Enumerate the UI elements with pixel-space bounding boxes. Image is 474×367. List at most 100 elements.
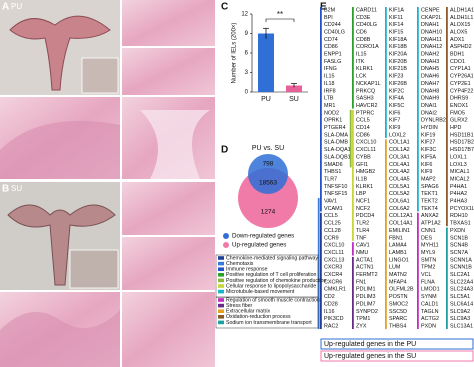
gene-name: KIF6 (421, 162, 432, 168)
gene-name: CD244 (324, 22, 341, 28)
gene-name: AOX1 (450, 37, 464, 43)
gene-name: LTB (324, 96, 334, 102)
gene-name: PRKCQ (356, 88, 375, 94)
gene-name: KIF4A (389, 96, 404, 102)
panel-b-images (0, 182, 215, 367)
inset (81, 57, 119, 94)
gene-name: CAV1 (356, 243, 370, 249)
gene-name: NCF1 (356, 199, 370, 205)
gene-name: RDH10 (450, 213, 468, 219)
gene-name: IFNG (324, 66, 337, 72)
gene-name: PDLIM1 (356, 287, 375, 293)
venn-count: 798 (263, 161, 274, 168)
legend-label: Positive regulation of T cell proliferat… (226, 272, 316, 278)
specimen (9, 15, 111, 91)
gene-name: DNAH7 (421, 81, 439, 87)
venn-title: PU vs. SU (252, 145, 284, 152)
gene-name: SLC13A1 (450, 323, 473, 329)
gene-name: CYP1A1 (450, 66, 471, 72)
gene-name: SYNM (421, 294, 437, 300)
gene-name: COL1A2 (389, 147, 410, 153)
gene-name: KIF6 (389, 110, 400, 116)
legend-swatch (218, 289, 224, 294)
bar (258, 33, 274, 92)
gene-name: TLR2 (356, 221, 369, 227)
significance-bracket (265, 18, 295, 22)
gene-name: IL18 (324, 81, 335, 87)
gene-name: HMGB2 (356, 169, 375, 175)
gene-name: KIF21B (389, 66, 407, 72)
gene-name: B2M (324, 7, 336, 13)
gene-name: ALOX5 (450, 29, 467, 35)
gene-name: CD86 (356, 132, 370, 138)
gene-name: SLA-DMA (324, 132, 348, 138)
legend-swatch (218, 256, 224, 260)
gene-name: SLC22A4 (450, 279, 473, 285)
gene-name: LINGO1 (389, 257, 409, 263)
legend-box (215, 296, 319, 329)
gene-name: THBS1 (324, 169, 341, 175)
gene-name: KIF18A (389, 37, 407, 43)
gene-name: DHRS9 (450, 96, 468, 102)
gene-name: NCF2 (356, 206, 370, 212)
gene-name: SCN4B (450, 243, 468, 249)
gene-name: CKAP2L (421, 15, 442, 21)
gene-name: KIF5C (389, 103, 404, 109)
histology (122, 292, 215, 367)
gene-name: NCKAP1L (356, 81, 381, 87)
gene-name: COL6A1 (389, 199, 410, 205)
group-label: PU (11, 2, 22, 11)
tissue (0, 120, 120, 179)
pathway-bar (417, 212, 419, 330)
gene-name: DNAH3 (421, 59, 439, 65)
x-tick-label: PU (261, 96, 271, 103)
gene-name: CXCL10 (356, 140, 376, 146)
panel-label: C (221, 2, 228, 13)
gene-name: MR1 (324, 103, 335, 109)
gene-name: FN1 (356, 279, 366, 285)
gene-name: THBS4 (389, 323, 406, 329)
bar (286, 85, 302, 92)
gene-name: DNAI1 (421, 103, 437, 109)
gene-name: KLRK1 (356, 184, 373, 190)
gene-name: CXCR4 (324, 272, 342, 278)
gene-name: LOXL1 (450, 154, 467, 160)
gene-name: HPD (450, 125, 461, 131)
gene-name: CXCL11 (324, 250, 344, 256)
gene-name: ITK (356, 59, 365, 65)
gene-name: SLC2A1 (450, 272, 470, 278)
gene-name: SLC24A3 (450, 287, 473, 293)
gene-name: KIF5A (421, 154, 436, 160)
gene-name: SPARC (389, 316, 407, 322)
legend-swatch (218, 315, 224, 319)
gene-name: CD28 (324, 301, 338, 307)
gene-name: TEKT2 (421, 199, 438, 205)
gene-name: TBXAS1 (450, 221, 471, 227)
gene-name: KIF18B (389, 44, 407, 50)
gene-name: DNAH8 (421, 88, 439, 94)
legend-marker (223, 242, 229, 248)
legend-label: Positive regulation of chemokine product… (226, 278, 326, 284)
gene-name: DNAH2 (421, 52, 439, 58)
pathway-bar (385, 7, 387, 138)
pathway-bar (320, 7, 322, 212)
gene-name: CCL5 (324, 213, 338, 219)
gene-name: ALDH1L1 (450, 15, 473, 21)
gene-name: COL4A2 (389, 169, 410, 175)
legend-swatch (218, 284, 224, 288)
gene-name: FERMT2 (356, 272, 378, 278)
gene-name: PDLIM7 (356, 301, 375, 307)
gene-name: SLA-DQB1 (324, 154, 351, 160)
gene-name: KIF15 (389, 29, 403, 35)
legend-marker (223, 233, 229, 239)
panel-a-images (0, 0, 215, 179)
gene-name: COL6A2 (389, 206, 410, 212)
gene-name: HSD17B2 (450, 140, 474, 146)
gene-name: HSD17B7 (450, 147, 474, 153)
gene-name: PXDN (421, 323, 436, 329)
gene-name: PTGER4 (324, 125, 346, 131)
gene-name: COL14A1 (389, 221, 413, 227)
gene-name: MFAP4 (389, 279, 407, 285)
histology (122, 0, 215, 46)
gene-name: CALD1 (421, 301, 438, 307)
